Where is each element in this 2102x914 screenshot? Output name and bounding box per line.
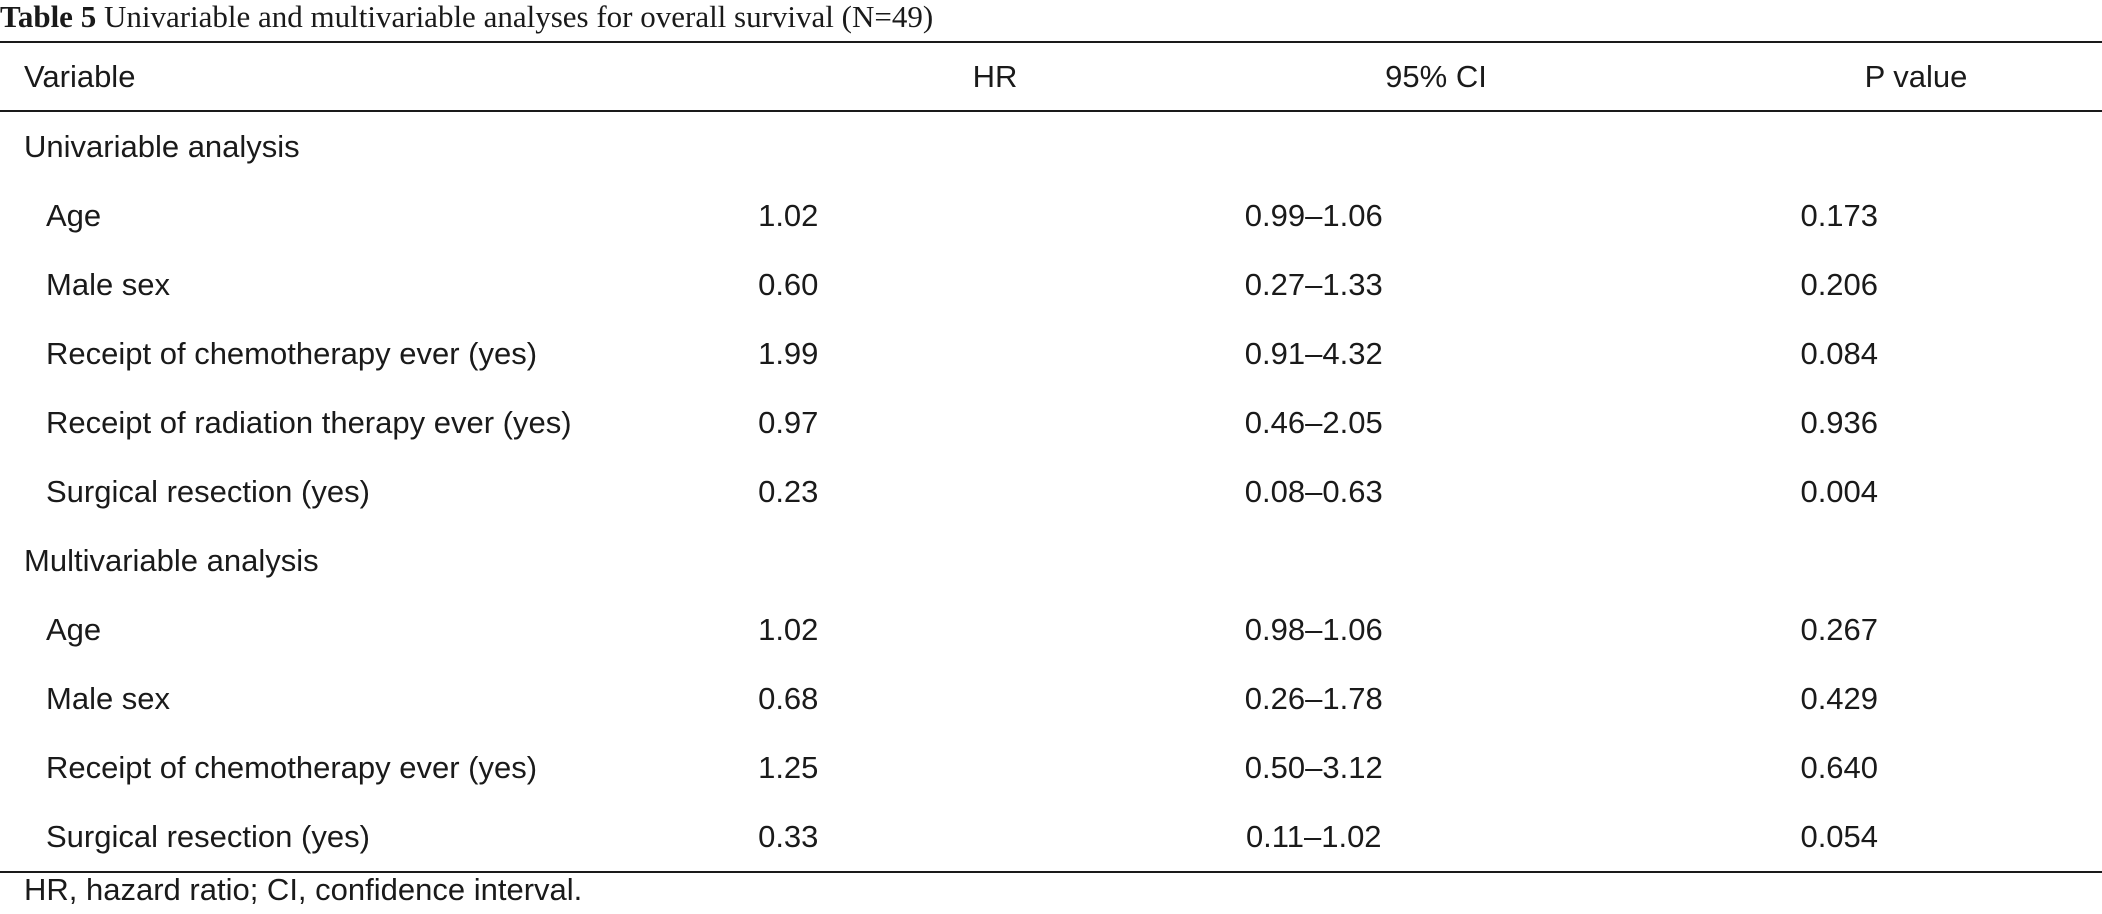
cell-p-value: 0.054 bbox=[1800, 818, 1879, 854]
cell-hr: 0.23 bbox=[758, 473, 819, 509]
table-row: Male sex 0.60 0.27–1.33 0.206 bbox=[0, 250, 2102, 319]
cell-hr: 1.99 bbox=[758, 335, 819, 371]
header-variable: Variable bbox=[24, 58, 136, 94]
header-rule bbox=[0, 110, 2102, 112]
cell-variable: Receipt of radiation therapy ever (yes) bbox=[46, 404, 572, 440]
cell-p-value: 0.267 bbox=[1800, 611, 1879, 647]
cell-p-value: 0.173 bbox=[1800, 197, 1879, 233]
cell-p-value: 0.084 bbox=[1800, 335, 1879, 371]
table-title: Univariable and multivariable analyses f… bbox=[103, 0, 934, 34]
section-title-multivariable: Multivariable analysis bbox=[24, 542, 319, 578]
cell-variable: Receipt of chemotherapy ever (yes) bbox=[46, 749, 538, 785]
cell-variable: Receipt of chemotherapy ever (yes) bbox=[46, 335, 538, 371]
table-row: Age 1.02 0.99–1.06 0.173 bbox=[0, 181, 2102, 250]
cell-hr: 0.33 bbox=[758, 818, 819, 854]
table-row: Receipt of radiation therapy ever (yes) … bbox=[0, 388, 2102, 457]
cell-hr: 0.60 bbox=[758, 266, 819, 302]
header-ci: 95% CI bbox=[1385, 58, 1487, 94]
table-row: Surgical resection (yes) 0.33 0.11–1.02 … bbox=[0, 802, 2102, 871]
table-caption: Table 5 Univariable and multivariable an… bbox=[0, 0, 933, 40]
table-footnote: HR, hazard ratio; CI, confidence interva… bbox=[24, 872, 583, 907]
section-row: Multivariable analysis bbox=[0, 526, 2102, 595]
header-p-value: P value bbox=[1864, 58, 1968, 94]
cell-ci: 0.11–1.02 bbox=[1245, 818, 1382, 854]
cell-hr: 1.02 bbox=[758, 611, 819, 647]
table-row: Age 1.02 0.98–1.06 0.267 bbox=[0, 595, 2102, 664]
table-row: Receipt of chemotherapy ever (yes) 1.25 … bbox=[0, 733, 2102, 802]
section-row: Univariable analysis bbox=[0, 112, 2102, 181]
cell-hr: 1.02 bbox=[758, 197, 819, 233]
table-number: Table 5 bbox=[0, 0, 97, 34]
cell-variable: Surgical resection (yes) bbox=[46, 473, 370, 509]
cell-ci: 0.46–2.05 bbox=[1244, 404, 1383, 440]
cell-variable: Surgical resection (yes) bbox=[46, 818, 370, 854]
cell-variable: Age bbox=[46, 197, 102, 233]
section-title-univariable: Univariable analysis bbox=[24, 128, 300, 164]
header-row: Variable HR 95% CI P value bbox=[0, 43, 2102, 110]
results-table-body: Univariable analysis Age 1.02 0.99–1.06 … bbox=[0, 112, 2102, 871]
cell-p-value: 0.936 bbox=[1800, 404, 1879, 440]
cell-ci: 0.26–1.78 bbox=[1244, 680, 1383, 716]
results-table-container: Variable HR 95% CI P value Univariable a… bbox=[0, 41, 2102, 873]
cell-p-value: 0.429 bbox=[1800, 680, 1879, 716]
cell-p-value: 0.004 bbox=[1800, 473, 1879, 509]
table-row: Male sex 0.68 0.26–1.78 0.429 bbox=[0, 664, 2102, 733]
cell-ci: 0.91–4.32 bbox=[1244, 335, 1383, 371]
cell-ci: 0.99–1.06 bbox=[1244, 197, 1383, 233]
results-table: Variable HR 95% CI P value bbox=[0, 43, 2102, 110]
table-header: Variable HR 95% CI P value bbox=[0, 43, 2102, 110]
cell-ci: 0.27–1.33 bbox=[1244, 266, 1383, 302]
cell-variable: Male sex bbox=[46, 266, 171, 302]
cell-ci: 0.98–1.06 bbox=[1244, 611, 1383, 647]
table-row: Surgical resection (yes) 0.23 0.08–0.63 … bbox=[0, 457, 2102, 526]
cell-hr: 0.97 bbox=[758, 404, 819, 440]
cell-ci: 0.08–0.63 bbox=[1244, 473, 1383, 509]
cell-p-value: 0.640 bbox=[1800, 749, 1879, 785]
bottom-rule bbox=[0, 871, 2102, 873]
cell-hr: 0.68 bbox=[758, 680, 819, 716]
cell-hr: 1.25 bbox=[758, 749, 819, 785]
table-row: Receipt of chemotherapy ever (yes) 1.99 … bbox=[0, 319, 2102, 388]
cell-variable: Age bbox=[46, 611, 102, 647]
cell-variable: Male sex bbox=[46, 680, 171, 716]
cell-ci: 0.50–3.12 bbox=[1244, 749, 1383, 785]
cell-p-value: 0.206 bbox=[1800, 266, 1879, 302]
header-hr: HR bbox=[972, 58, 1018, 94]
top-rule bbox=[0, 41, 2102, 43]
